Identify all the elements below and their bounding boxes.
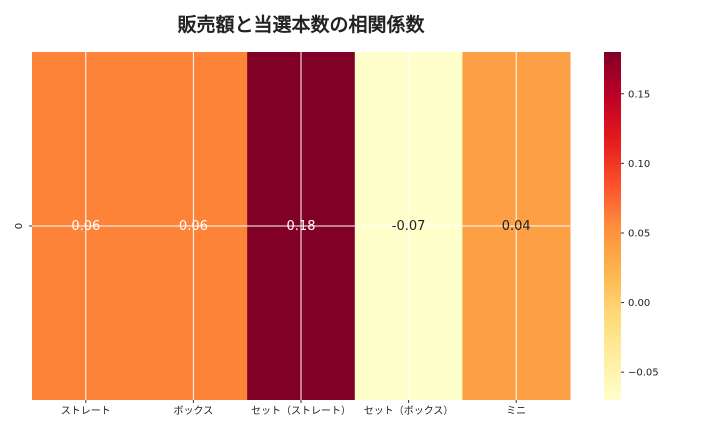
x-axis-ticks: ストレート ボックス セット（ストレート） セット（ボックス） ミニ — [61, 400, 526, 417]
x-tick-label: ストレート — [61, 406, 111, 417]
y-axis-ticks: 0 — [14, 223, 32, 229]
x-tick-label: セット（ボックス） — [364, 405, 454, 417]
cell-value-label: 0.06 — [179, 219, 208, 234]
colorbar — [604, 52, 621, 400]
colorbar-tick-label: −0.05 — [628, 368, 659, 379]
cell-value-label: -0.07 — [392, 219, 426, 234]
cell-labels: 0.06 0.06 0.18 -0.07 0.04 — [71, 219, 530, 234]
colorbar-tick-label: 0.00 — [628, 298, 650, 309]
cell-value-label: 0.18 — [287, 219, 316, 234]
colorbar-tick-label: 0.10 — [628, 159, 650, 170]
cell-value-label: 0.06 — [71, 219, 100, 234]
cell-value-label: 0.04 — [502, 219, 531, 234]
colorbar-ticks: −0.05 0.00 0.05 0.10 0.15 — [621, 89, 659, 379]
y-tick-label: 0 — [14, 223, 25, 229]
colorbar-tick-label: 0.05 — [628, 228, 650, 239]
x-tick-label: セット（ストレート） — [251, 405, 351, 417]
x-tick-label: ボックス — [174, 405, 214, 417]
colorbar-tick-label: 0.15 — [628, 89, 650, 100]
x-tick-label: ミニ — [506, 406, 526, 417]
chart-title: 販売額と当選本数の相関係数 — [177, 14, 425, 36]
grid-lines — [32, 52, 570, 400]
